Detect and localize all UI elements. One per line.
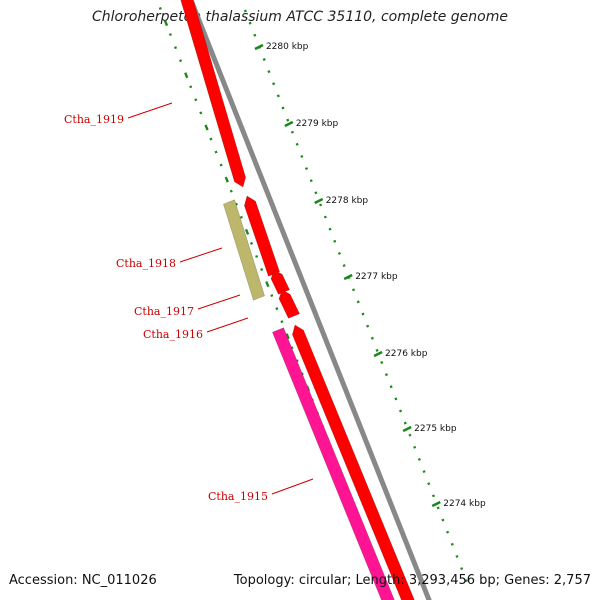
gene-feature-ctha-1919 xyxy=(180,0,246,188)
gene-label-leader xyxy=(206,317,249,333)
scale-tick-mark xyxy=(373,350,383,358)
gene-label: Ctha_1919 xyxy=(64,113,124,126)
gene-feature-ctha-1914 xyxy=(292,324,415,600)
scale-tick-label: 2274 kbp xyxy=(443,499,486,509)
gene-label-leader xyxy=(197,294,241,310)
gene-label: Ctha_1916 xyxy=(143,328,203,341)
gene-label: Ctha_1917 xyxy=(134,305,194,318)
scale-tick-mark xyxy=(314,197,324,205)
genome-backbone xyxy=(188,0,432,600)
gene-feature-ctha-1915 xyxy=(272,327,395,600)
scale-tick-mark xyxy=(343,273,353,281)
gene-feature-ctha-1916 xyxy=(278,289,300,319)
scale-tick-mark xyxy=(284,120,294,128)
gene-label-leader xyxy=(127,102,173,119)
gene-feature-ctha-1917 xyxy=(270,269,290,295)
genome-summary: Topology: circular; Length: 3,293,456 bp… xyxy=(233,573,591,588)
scale-tick-label: 2277 kbp xyxy=(355,272,398,282)
scale-tick-label: 2280 kbp xyxy=(266,42,309,52)
scale-tick-label: 2279 kbp xyxy=(296,119,339,129)
scale-tick-label: 2276 kbp xyxy=(385,349,428,359)
scale-tick-mark xyxy=(431,500,441,508)
gene-labels: Ctha_1919 Ctha_1918 Ctha_1917 Ctha_1916 Ctha… xyxy=(64,102,314,503)
scale-tick-label: 2275 kbp xyxy=(414,424,457,434)
gene-feature-ctha-1918 xyxy=(223,199,265,301)
gene-label-leader xyxy=(271,478,314,495)
accession-label: Accession: NC_011026 xyxy=(9,573,157,588)
gene-label-leader xyxy=(179,247,223,263)
scale-tick-mark xyxy=(402,425,412,433)
scale-ticks: 2280 kbp 2279 kbp 2278 kbp 2277 kbp 2276 kbp… xyxy=(243,9,486,583)
gene-features xyxy=(180,0,415,600)
gene-label: Ctha_1918 xyxy=(116,257,176,270)
scale-tick-label: 2278 kbp xyxy=(326,196,369,206)
gene-label: Ctha_1915 xyxy=(208,490,268,503)
scale-tick-mark xyxy=(254,43,264,51)
